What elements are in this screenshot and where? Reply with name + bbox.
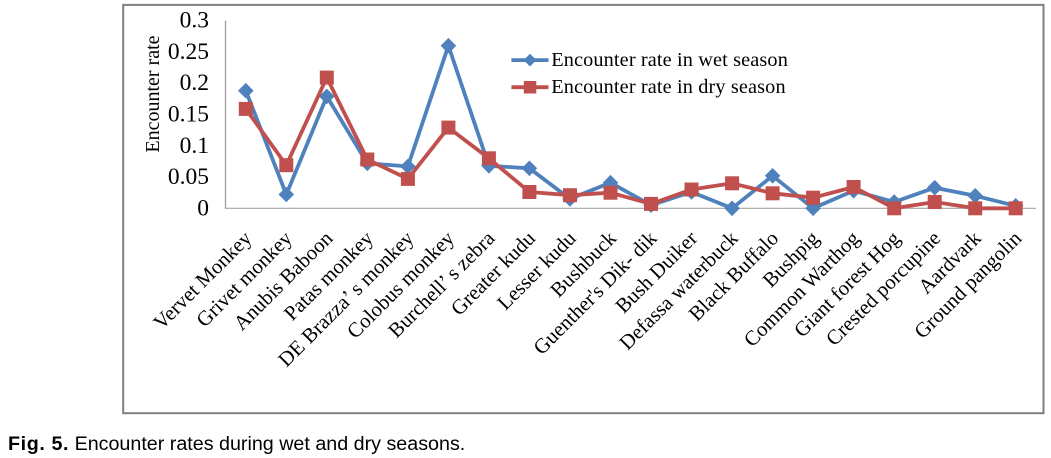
- svg-text:0.1: 0.1: [180, 133, 209, 159]
- svg-text:0.25: 0.25: [168, 39, 209, 65]
- svg-text:0.3: 0.3: [180, 8, 209, 34]
- svg-text:0.05: 0.05: [168, 164, 209, 190]
- svg-text:0.2: 0.2: [180, 70, 209, 96]
- svg-text:0.15: 0.15: [168, 102, 209, 128]
- svg-text:Encounter rate: Encounter rate: [142, 35, 164, 152]
- svg-text:Encounter rate in dry season: Encounter rate in dry season: [551, 76, 786, 98]
- svg-text:0: 0: [197, 195, 209, 221]
- svg-text:Encounter rate in wet season: Encounter rate in wet season: [551, 49, 788, 71]
